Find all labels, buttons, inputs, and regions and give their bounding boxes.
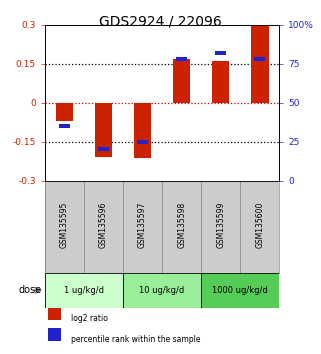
Bar xyxy=(123,181,162,273)
Bar xyxy=(48,328,61,341)
Text: GSM135598: GSM135598 xyxy=(177,201,186,248)
Bar xyxy=(48,307,61,320)
Bar xyxy=(95,103,112,157)
Text: log2 ratio: log2 ratio xyxy=(71,314,108,323)
Bar xyxy=(98,148,109,152)
Bar xyxy=(45,181,84,273)
Bar xyxy=(123,273,201,308)
Bar xyxy=(56,103,73,121)
Bar xyxy=(162,181,201,273)
Text: 1 ug/kg/d: 1 ug/kg/d xyxy=(64,286,104,295)
Bar xyxy=(173,58,190,103)
Bar xyxy=(176,57,187,61)
Text: GSM135595: GSM135595 xyxy=(60,201,69,248)
Bar xyxy=(240,181,279,273)
Bar xyxy=(59,124,70,128)
Text: dose: dose xyxy=(19,285,42,295)
Bar xyxy=(254,57,265,61)
Text: GSM135596: GSM135596 xyxy=(99,201,108,248)
Text: GSM135597: GSM135597 xyxy=(138,201,147,248)
Text: percentile rank within the sample: percentile rank within the sample xyxy=(71,335,200,344)
Text: GSM135600: GSM135600 xyxy=(255,201,264,248)
Bar xyxy=(134,103,152,159)
Bar xyxy=(84,181,123,273)
Text: 1000 ug/kg/d: 1000 ug/kg/d xyxy=(212,286,268,295)
Bar xyxy=(201,181,240,273)
Bar xyxy=(45,273,123,308)
Bar xyxy=(215,51,226,55)
Bar xyxy=(137,140,148,144)
Bar xyxy=(201,273,279,308)
Bar xyxy=(212,61,230,103)
Text: GSM135599: GSM135599 xyxy=(216,201,225,248)
Text: GDS2924 / 22096: GDS2924 / 22096 xyxy=(99,14,222,28)
Bar xyxy=(251,25,269,103)
Text: 10 ug/kg/d: 10 ug/kg/d xyxy=(140,286,185,295)
